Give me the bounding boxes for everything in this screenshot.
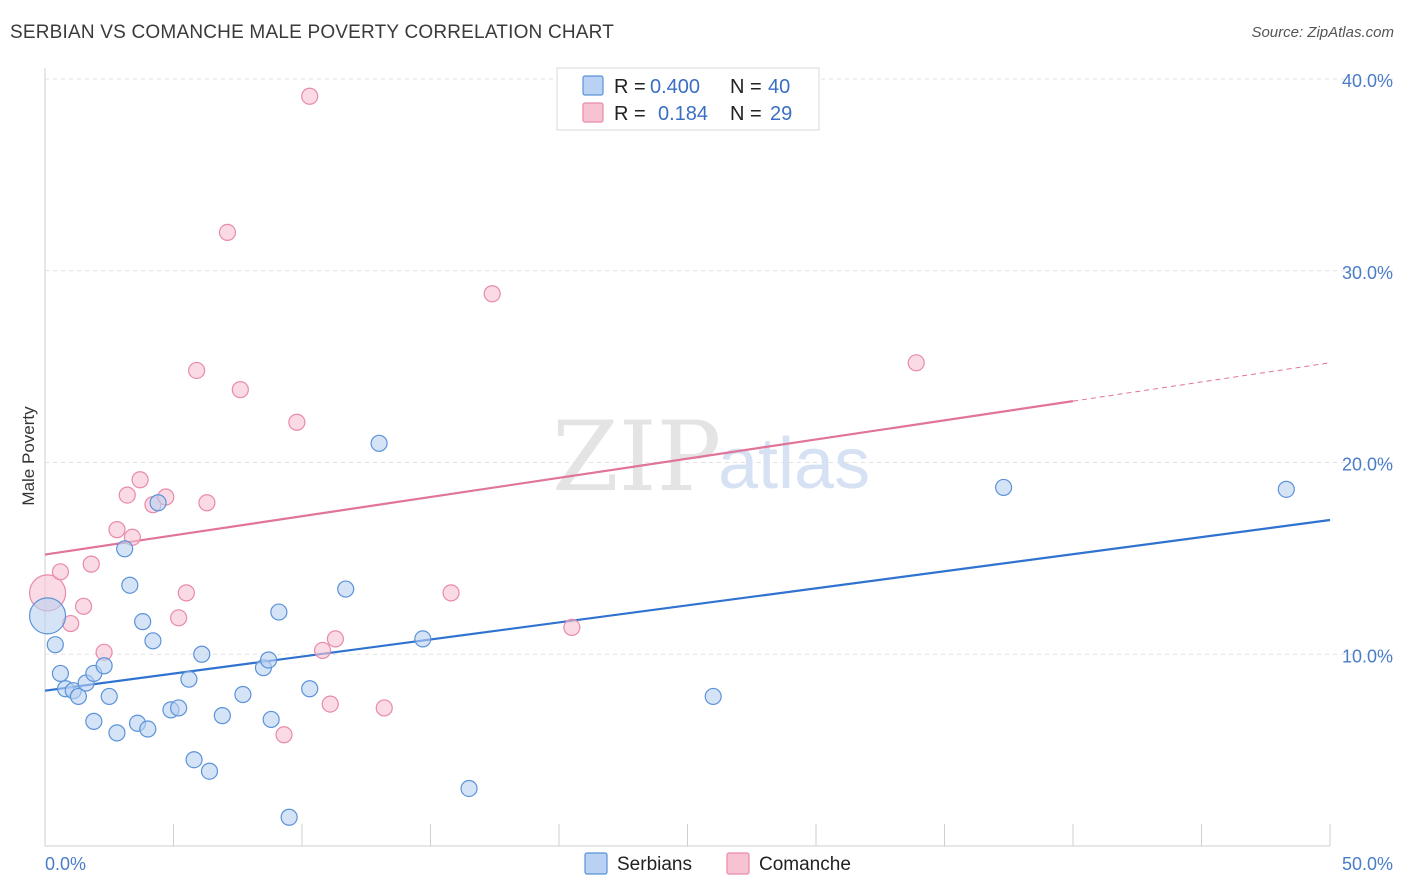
legend-r-label-serbians: R =: [614, 76, 646, 98]
y-tick-label-1: 20.0%: [1342, 455, 1393, 475]
legend-box: R = 0.400 N = 40 R = 0.184 N = 29: [556, 67, 820, 131]
point-serbians-8: [95, 657, 113, 675]
point-serbians-32: [301, 680, 319, 698]
x-tick-label-0: 0.0%: [45, 854, 86, 874]
point-comanche-14: [188, 361, 206, 380]
point-serbians-31: [280, 808, 298, 826]
point-comanche-26: [483, 285, 501, 303]
gridlines: [45, 78, 1395, 655]
point-comanche-7: [118, 486, 136, 504]
point-serbians-1: [46, 636, 64, 654]
watermark-atlas: atlas: [718, 424, 870, 504]
legend-r-value-serbians: 0.400: [650, 76, 700, 98]
trendline-serbians: [44, 518, 1331, 692]
point-serbians-29: [262, 710, 280, 729]
point-comanche-20: [313, 641, 332, 660]
point-serbians-26: [234, 685, 252, 704]
legend-r-label-comanche: R =: [614, 103, 646, 125]
point-comanche-13: [177, 584, 195, 602]
point-serbians-0: [28, 597, 67, 635]
chart-title: SERBIAN VS COMANCHE MALE POVERTY CORRELA…: [10, 22, 615, 43]
point-comanche-24: [375, 699, 393, 717]
point-serbians-33: [337, 580, 355, 598]
point-serbians-18: [149, 494, 167, 512]
point-serbians-30: [270, 603, 288, 621]
point-comanche-18: [275, 726, 293, 744]
legend-n-label-comanche: N =: [730, 103, 762, 125]
point-serbians-2: [51, 664, 70, 683]
axes: [44, 68, 1331, 847]
bottom-legend-label-serbians: Serbians: [617, 854, 692, 875]
y-axis-label: Male Poverty: [19, 406, 38, 506]
point-comanche-17: [231, 381, 249, 399]
point-comanche-6: [108, 521, 126, 539]
point-serbians-12: [116, 540, 134, 558]
point-serbians-34: [370, 434, 388, 452]
point-comanche-22: [321, 695, 339, 713]
data-points: [28, 87, 1295, 826]
legend-n-value-serbians: 40: [768, 76, 790, 98]
point-serbians-15: [134, 613, 152, 631]
legend-swatch-serbians: [582, 75, 604, 96]
point-serbians-24: [200, 762, 219, 780]
trendline-comanche-extension: [1072, 362, 1331, 402]
legend-r-value-comanche: 0.184: [658, 103, 708, 125]
point-serbians-16: [139, 720, 157, 738]
point-serbians-25: [213, 707, 231, 725]
point-comanche-25: [442, 584, 460, 602]
point-serbians-9: [85, 712, 103, 730]
legend-n-label-serbians: N =: [730, 76, 762, 98]
y-tick-label-2: 30.0%: [1342, 263, 1393, 283]
point-serbians-11: [108, 724, 126, 742]
chart-source: Source: ZipAtlas.com: [1251, 24, 1394, 41]
point-comanche-27: [563, 618, 581, 637]
point-serbians-10: [100, 687, 118, 706]
point-serbians-22: [185, 751, 203, 769]
bottom-legend-label-comanche: Comanche: [759, 854, 851, 875]
point-serbians-28: [259, 651, 278, 669]
point-serbians-21: [180, 670, 198, 688]
point-serbians-17: [144, 632, 162, 650]
point-serbians-38: [995, 478, 1013, 497]
point-comanche-9: [131, 471, 149, 489]
point-comanche-12: [170, 609, 188, 627]
point-serbians-23: [193, 645, 211, 663]
point-comanche-16: [218, 223, 237, 241]
trendline-comanche: [44, 400, 1074, 556]
point-comanche-4: [82, 555, 100, 573]
point-serbians-39: [1277, 480, 1295, 498]
legend-n-value-comanche: 29: [770, 103, 792, 125]
watermark: ZIP atlas: [552, 401, 870, 513]
point-comanche-1: [51, 563, 70, 581]
point-serbians-35: [414, 630, 432, 648]
x-tick-label-1: 50.0%: [1342, 854, 1393, 874]
point-comanche-3: [74, 597, 93, 615]
point-comanche-21: [301, 87, 319, 105]
point-comanche-19: [288, 413, 306, 431]
point-serbians-5: [69, 687, 88, 706]
bottom-legend: Serbians Comanche: [584, 852, 851, 875]
point-serbians-36: [460, 779, 478, 798]
bottom-legend-swatch-comanche: [726, 852, 750, 875]
point-comanche-15: [198, 494, 216, 512]
bottom-legend-swatch-serbians: [584, 852, 608, 875]
point-comanche-23: [326, 630, 345, 648]
point-serbians-20: [170, 699, 188, 717]
y-tick-label-0: 10.0%: [1342, 646, 1393, 666]
legend-swatch-comanche: [582, 102, 604, 123]
point-comanche-28: [907, 354, 925, 372]
point-serbians-37: [704, 687, 722, 706]
tick-labels: 10.0% 20.0% 30.0% 40.0% 0.0% 50.0%: [45, 71, 1393, 874]
point-serbians-13: [121, 576, 139, 594]
y-tick-label-3: 40.0%: [1342, 71, 1393, 91]
